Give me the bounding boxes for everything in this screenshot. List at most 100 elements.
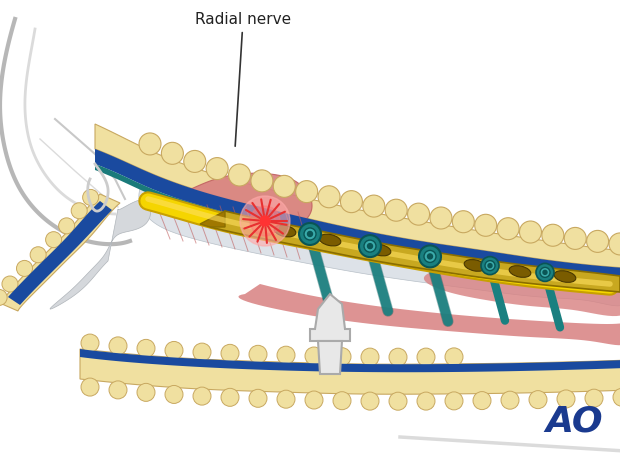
Circle shape <box>363 195 385 217</box>
Ellipse shape <box>419 252 441 264</box>
Polygon shape <box>210 211 620 292</box>
Circle shape <box>488 263 492 268</box>
Circle shape <box>17 260 32 276</box>
Circle shape <box>71 203 87 219</box>
Circle shape <box>296 181 317 202</box>
Circle shape <box>250 206 280 236</box>
Polygon shape <box>239 284 620 345</box>
Text: Radial nerve: Radial nerve <box>195 12 291 146</box>
Circle shape <box>361 348 379 366</box>
Circle shape <box>2 276 18 292</box>
Circle shape <box>277 390 295 408</box>
Circle shape <box>417 392 435 410</box>
Circle shape <box>536 263 554 281</box>
Circle shape <box>428 254 433 259</box>
Circle shape <box>540 268 550 277</box>
Polygon shape <box>80 349 620 394</box>
Circle shape <box>81 378 99 396</box>
Circle shape <box>249 389 267 407</box>
Ellipse shape <box>369 244 391 256</box>
Circle shape <box>445 348 463 366</box>
Circle shape <box>277 346 295 364</box>
Circle shape <box>304 228 316 240</box>
Polygon shape <box>8 201 112 305</box>
Circle shape <box>520 221 541 243</box>
Circle shape <box>385 199 407 221</box>
Circle shape <box>389 392 407 410</box>
Circle shape <box>165 386 183 403</box>
Circle shape <box>543 270 547 274</box>
Circle shape <box>193 387 211 405</box>
Polygon shape <box>95 164 620 286</box>
Circle shape <box>308 231 312 236</box>
Circle shape <box>564 227 587 249</box>
Polygon shape <box>2 194 120 311</box>
Polygon shape <box>424 267 620 316</box>
Circle shape <box>333 348 351 366</box>
Circle shape <box>260 216 270 226</box>
Polygon shape <box>80 349 620 372</box>
Polygon shape <box>139 161 620 306</box>
Circle shape <box>389 348 407 366</box>
Circle shape <box>318 186 340 208</box>
Polygon shape <box>318 341 342 374</box>
Circle shape <box>273 175 295 197</box>
Circle shape <box>184 151 206 173</box>
Circle shape <box>305 347 323 365</box>
Circle shape <box>587 230 609 252</box>
Circle shape <box>161 142 184 164</box>
Polygon shape <box>200 211 225 227</box>
Ellipse shape <box>274 225 296 237</box>
Circle shape <box>359 235 381 257</box>
Circle shape <box>340 190 363 213</box>
Circle shape <box>542 224 564 246</box>
Circle shape <box>137 383 155 401</box>
Circle shape <box>30 247 46 263</box>
Ellipse shape <box>464 260 486 271</box>
Circle shape <box>0 290 7 305</box>
Circle shape <box>165 341 183 359</box>
Circle shape <box>229 164 250 186</box>
Circle shape <box>221 344 239 362</box>
Circle shape <box>193 343 211 361</box>
Circle shape <box>82 190 99 206</box>
Text: AO: AO <box>545 404 603 438</box>
Polygon shape <box>95 149 620 280</box>
Circle shape <box>407 203 430 225</box>
Circle shape <box>46 232 61 248</box>
Circle shape <box>251 170 273 192</box>
Circle shape <box>430 207 452 229</box>
Circle shape <box>481 257 499 274</box>
Circle shape <box>475 214 497 236</box>
Circle shape <box>424 251 436 263</box>
Circle shape <box>585 389 603 407</box>
Circle shape <box>497 218 519 240</box>
Circle shape <box>59 218 74 234</box>
Circle shape <box>81 334 99 352</box>
Circle shape <box>453 211 474 233</box>
Circle shape <box>364 240 376 252</box>
Circle shape <box>445 392 463 410</box>
Polygon shape <box>310 294 350 341</box>
Circle shape <box>501 391 519 409</box>
Circle shape <box>249 345 267 364</box>
Circle shape <box>299 223 321 245</box>
Ellipse shape <box>554 271 576 282</box>
Circle shape <box>139 133 161 155</box>
Circle shape <box>473 392 491 409</box>
Ellipse shape <box>509 266 531 277</box>
Circle shape <box>109 381 127 399</box>
Circle shape <box>221 388 239 406</box>
Circle shape <box>109 337 127 355</box>
Circle shape <box>240 196 290 246</box>
Circle shape <box>529 391 547 409</box>
Circle shape <box>305 391 323 409</box>
Circle shape <box>368 244 373 249</box>
Circle shape <box>419 246 441 268</box>
Circle shape <box>361 392 379 410</box>
Circle shape <box>206 157 228 179</box>
Circle shape <box>417 348 435 366</box>
Circle shape <box>485 261 495 271</box>
Ellipse shape <box>319 234 341 246</box>
Circle shape <box>613 388 620 406</box>
